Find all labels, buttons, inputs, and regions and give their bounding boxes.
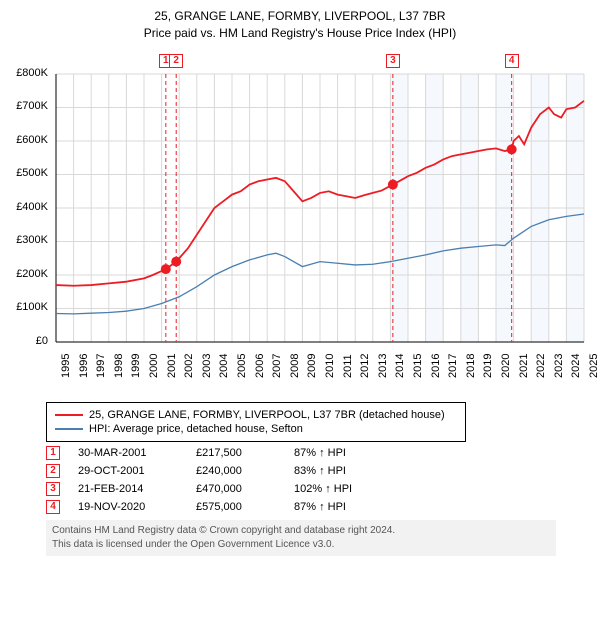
x-tick-label: 2013 — [377, 353, 389, 377]
x-tick-label: 2005 — [236, 353, 248, 377]
sale-vs-hpi: 87% ↑ HPI — [294, 447, 384, 459]
x-tick-label: 1998 — [113, 353, 125, 377]
y-tick-label: £500K — [8, 167, 48, 179]
x-tick-label: 2008 — [289, 353, 301, 377]
sale-date: 29-OCT-2001 — [78, 465, 178, 477]
x-tick-label: 2022 — [535, 353, 547, 377]
x-tick-label: 2016 — [430, 353, 442, 377]
legend-row: 25, GRANGE LANE, FORMBY, LIVERPOOL, L37 … — [55, 409, 457, 421]
y-tick-label: £0 — [8, 335, 48, 347]
x-tick-label: 2009 — [306, 353, 318, 377]
x-tick-label: 2007 — [271, 353, 283, 377]
x-tick-label: 2002 — [183, 353, 195, 377]
legend-label: HPI: Average price, detached house, Seft… — [89, 423, 303, 435]
sale-row: 1 30-MAR-2001 £217,500 87% ↑ HPI — [46, 446, 592, 460]
chart-sale-marker: 2 — [169, 54, 183, 68]
title-line-2: Price paid vs. HM Land Registry's House … — [8, 25, 592, 42]
x-tick-label: 2006 — [254, 353, 266, 377]
chart-title-block: 25, GRANGE LANE, FORMBY, LIVERPOOL, L37 … — [8, 8, 592, 42]
sale-date: 19-NOV-2020 — [78, 501, 178, 513]
sale-vs-hpi: 102% ↑ HPI — [294, 483, 384, 495]
x-tick-label: 2024 — [570, 353, 582, 377]
x-tick-label: 1995 — [60, 353, 72, 377]
sale-price: £470,000 — [196, 483, 276, 495]
x-tick-label: 2020 — [500, 353, 512, 377]
x-tick-label: 2004 — [218, 353, 230, 377]
y-tick-label: £300K — [8, 234, 48, 246]
sale-price: £575,000 — [196, 501, 276, 513]
sale-price: £240,000 — [196, 465, 276, 477]
attribution-box: Contains HM Land Registry data © Crown c… — [46, 520, 556, 556]
sale-vs-hpi: 87% ↑ HPI — [294, 501, 384, 513]
sale-marker: 1 — [46, 446, 60, 460]
x-tick-label: 2014 — [394, 353, 406, 377]
legend-label: 25, GRANGE LANE, FORMBY, LIVERPOOL, L37 … — [89, 409, 445, 421]
sale-row: 4 19-NOV-2020 £575,000 87% ↑ HPI — [46, 500, 592, 514]
legend-swatch — [55, 428, 83, 430]
x-tick-label: 2010 — [324, 353, 336, 377]
x-tick-label: 2023 — [553, 353, 565, 377]
x-tick-label: 2025 — [588, 353, 600, 377]
chart-sale-marker: 4 — [505, 54, 519, 68]
y-tick-label: £700K — [8, 100, 48, 112]
x-tick-label: 2019 — [482, 353, 494, 377]
sale-date: 21-FEB-2014 — [78, 483, 178, 495]
x-tick-label: 2018 — [465, 353, 477, 377]
x-tick-label: 2017 — [447, 353, 459, 377]
x-tick-label: 2001 — [166, 353, 178, 377]
x-tick-label: 2003 — [201, 353, 213, 377]
x-tick-label: 1999 — [130, 353, 142, 377]
chart-area: £0 £100K £200K £300K £400K £500K £600K £700K £80… — [8, 46, 592, 396]
sale-marker: 3 — [46, 482, 60, 496]
sale-row: 3 21-FEB-2014 £470,000 102% ↑ HPI — [46, 482, 592, 496]
y-tick-label: £400K — [8, 201, 48, 213]
x-tick-label: 2012 — [359, 353, 371, 377]
sale-marker: 4 — [46, 500, 60, 514]
y-tick-label: £800K — [8, 67, 48, 79]
title-line-1: 25, GRANGE LANE, FORMBY, LIVERPOOL, L37 … — [8, 8, 592, 25]
attribution-line-2: This data is licensed under the Open Gov… — [52, 538, 550, 552]
legend-box: 25, GRANGE LANE, FORMBY, LIVERPOOL, L37 … — [46, 402, 466, 442]
y-tick-label: £200K — [8, 268, 48, 280]
x-tick-label: 1997 — [95, 353, 107, 377]
chart-sale-marker: 3 — [386, 54, 400, 68]
sale-date: 30-MAR-2001 — [78, 447, 178, 459]
sales-table: 1 30-MAR-2001 £217,500 87% ↑ HPI 2 29-OCT-200… — [46, 446, 592, 514]
sale-price: £217,500 — [196, 447, 276, 459]
x-tick-label: 2000 — [148, 353, 160, 377]
legend-row: HPI: Average price, detached house, Seft… — [55, 423, 457, 435]
x-tick-label: 1996 — [78, 353, 90, 377]
x-tick-label: 2015 — [412, 353, 424, 377]
x-tick-label: 2021 — [518, 353, 530, 377]
sale-vs-hpi: 83% ↑ HPI — [294, 465, 384, 477]
sale-row: 2 29-OCT-2001 £240,000 83% ↑ HPI — [46, 464, 592, 478]
x-tick-label: 2011 — [342, 354, 354, 378]
y-tick-label: £100K — [8, 301, 48, 313]
sale-marker: 2 — [46, 464, 60, 478]
y-tick-label: £600K — [8, 134, 48, 146]
chart-svg — [8, 46, 592, 396]
legend-swatch — [55, 414, 83, 416]
attribution-line-1: Contains HM Land Registry data © Crown c… — [52, 524, 550, 538]
